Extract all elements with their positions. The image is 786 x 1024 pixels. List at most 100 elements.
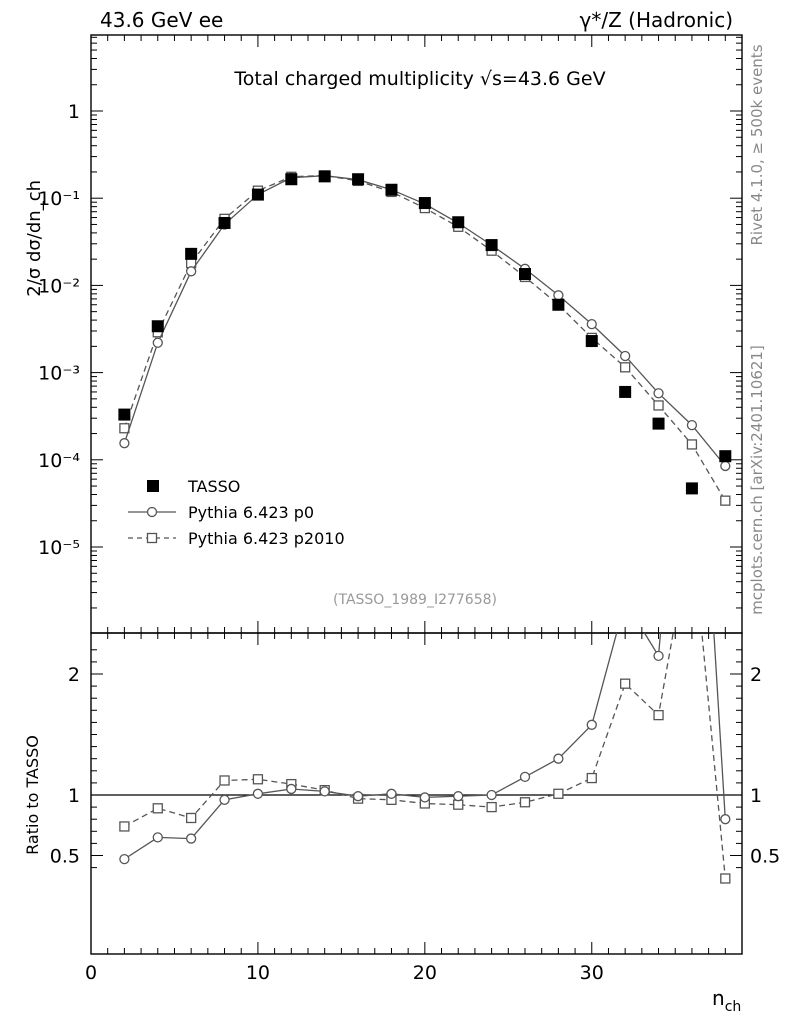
ratio-ytick-label-left: 1 <box>68 785 80 807</box>
main-ytick-label: 1 <box>68 101 80 123</box>
main-point-p2010 <box>653 400 664 411</box>
ratio-point-p2010 <box>152 803 163 814</box>
rivet-version-label: Rivet 4.1.0, ≥ 500k events <box>748 44 766 245</box>
ratio-frame <box>90 632 743 955</box>
main-point-p0 <box>720 460 731 472</box>
main-point-tasso <box>652 417 665 430</box>
main-point-p0 <box>152 337 163 348</box>
legend-marker-p0 <box>146 506 158 518</box>
main-point-tasso <box>452 216 465 229</box>
main-point-p2010 <box>720 495 731 506</box>
legend-label-tasso: TASSO <box>187 477 240 496</box>
ratio-ylabel: Ratio to TASSO <box>23 735 42 855</box>
main-series-pythia-6-423-p0 <box>119 170 731 472</box>
ratio-point-p2010 <box>219 775 230 786</box>
main-point-tasso <box>485 239 498 252</box>
ratio-point-p2010 <box>486 801 497 813</box>
main-point-tasso <box>552 298 565 311</box>
main-ytick-label: 10⁻¹ <box>38 188 80 210</box>
ratio-xtick-label: 20 <box>413 962 437 984</box>
ratio-series-line <box>124 633 726 860</box>
main-point-p0 <box>686 419 698 431</box>
legend-entry-tasso: TASSO <box>147 477 240 496</box>
ratio-point-p2010 <box>252 774 264 785</box>
legend-label-p0: Pythia 6.423 p0 <box>188 503 314 522</box>
main-plot-panel: Total charged multiplicity √s=43.6 GeV (… <box>24 34 743 634</box>
ratio-point-p0 <box>621 597 630 606</box>
main-point-tasso <box>418 197 431 210</box>
ratio-point-p2010 <box>687 524 696 533</box>
legend-entry-p2010: Pythia 6.423 p2010 <box>128 529 345 548</box>
main-point-p2010 <box>119 423 130 434</box>
ratio-point-p2010 <box>186 812 197 824</box>
main-point-tasso <box>151 320 164 333</box>
main-point-tasso <box>719 450 732 463</box>
ratio-ytick-label-right: 2 <box>750 664 762 686</box>
main-ytick-label: 10⁻⁵ <box>38 537 80 559</box>
main-title: Total charged multiplicity √s=43.6 GeV <box>233 68 605 90</box>
legend-label-p2010: Pythia 6.423 p2010 <box>188 529 345 548</box>
ratio-axis-ticks: 0 10 20 30 0.5 0.5 1 1 2 2 <box>50 633 780 984</box>
ratio-ytick-label-left: 2 <box>68 664 80 686</box>
ratio-point-p0 <box>720 814 731 825</box>
legend-marker-p2010 <box>146 532 158 544</box>
legend-entry-p0: Pythia 6.423 p0 <box>128 503 314 522</box>
header-right: γ*/Z (Hadronic) <box>580 8 733 32</box>
main-point-p0 <box>186 266 197 277</box>
header-left: 43.6 GeV ee <box>100 8 223 32</box>
main-point-p0 <box>119 438 130 449</box>
ratio-point-p0 <box>586 719 597 730</box>
ratio-plot-panel: Ratio to TASSO nch 0 10 20 30 0.5 0.5 1 1 2 2 <box>23 524 780 1015</box>
ratio-point-p0 <box>252 788 264 799</box>
ratio-point-p0 <box>653 650 664 661</box>
main-point-tasso <box>619 385 632 398</box>
ratio-ytick-label-right: 0.5 <box>750 846 780 868</box>
main-point-tasso <box>285 173 298 186</box>
ratio-point-p2010 <box>519 797 531 808</box>
ratio-point-p2010 <box>620 678 631 689</box>
ratio-xtick-label: 30 <box>580 962 604 984</box>
main-point-tasso <box>685 482 698 495</box>
main-point-p2010 <box>686 439 698 450</box>
main-point-p0 <box>653 388 664 399</box>
ratio-point-p0 <box>219 794 230 805</box>
ratio-series-pythia-6-423-p2010 <box>119 524 731 884</box>
ratio-point-p2010 <box>720 873 731 884</box>
legend: TASSO Pythia 6.423 p0 Pythia 6.423 p2010 <box>128 477 345 548</box>
main-ytick-label: 10⁻⁴ <box>38 450 80 472</box>
ratio-point-p0 <box>186 833 197 844</box>
main-point-tasso <box>251 188 264 201</box>
ratio-ytick-label-right: 1 <box>750 785 762 807</box>
main-point-tasso <box>585 335 598 348</box>
ratio-ytick-label-left: 0.5 <box>50 846 80 868</box>
main-point-tasso <box>185 247 198 260</box>
main-series-pythia-6-423-p2010 <box>119 170 731 506</box>
ratio-point-p0 <box>453 791 464 802</box>
main-ytick-label: 10⁻³ <box>38 363 80 385</box>
main-point-p0 <box>553 290 564 301</box>
ratio-xlabel: nch <box>712 986 741 1015</box>
ratio-point-p0 <box>119 853 130 865</box>
main-series-line <box>123 174 726 502</box>
ratio-point-p2010 <box>586 772 597 784</box>
main-point-tasso <box>352 173 365 186</box>
ratio-point-p0 <box>486 789 497 801</box>
main-ylabel: 2/σ dσ/dn_ch <box>24 180 45 297</box>
main-point-p0 <box>586 318 597 330</box>
main-point-tasso <box>218 216 231 229</box>
main-point-tasso <box>519 268 531 281</box>
ratio-point-p0 <box>352 791 364 802</box>
main-point-p0 <box>620 350 631 362</box>
main-point-tasso <box>118 408 131 421</box>
main-series-tasso <box>118 170 732 495</box>
ratio-series-line <box>124 633 726 879</box>
main-series-group <box>118 170 732 506</box>
main-point-tasso <box>318 170 331 183</box>
main-axis-ticks: 10⁻⁵ 10⁻⁴ 10⁻³ 10⁻² 10⁻¹ 1 <box>38 35 743 633</box>
ratio-point-p0 <box>553 753 564 764</box>
ratio-point-p0 <box>386 788 397 799</box>
ratio-point-p0 <box>152 832 163 843</box>
ratio-xtick-label: 10 <box>246 962 270 984</box>
ratio-point-p2010 <box>553 788 564 799</box>
